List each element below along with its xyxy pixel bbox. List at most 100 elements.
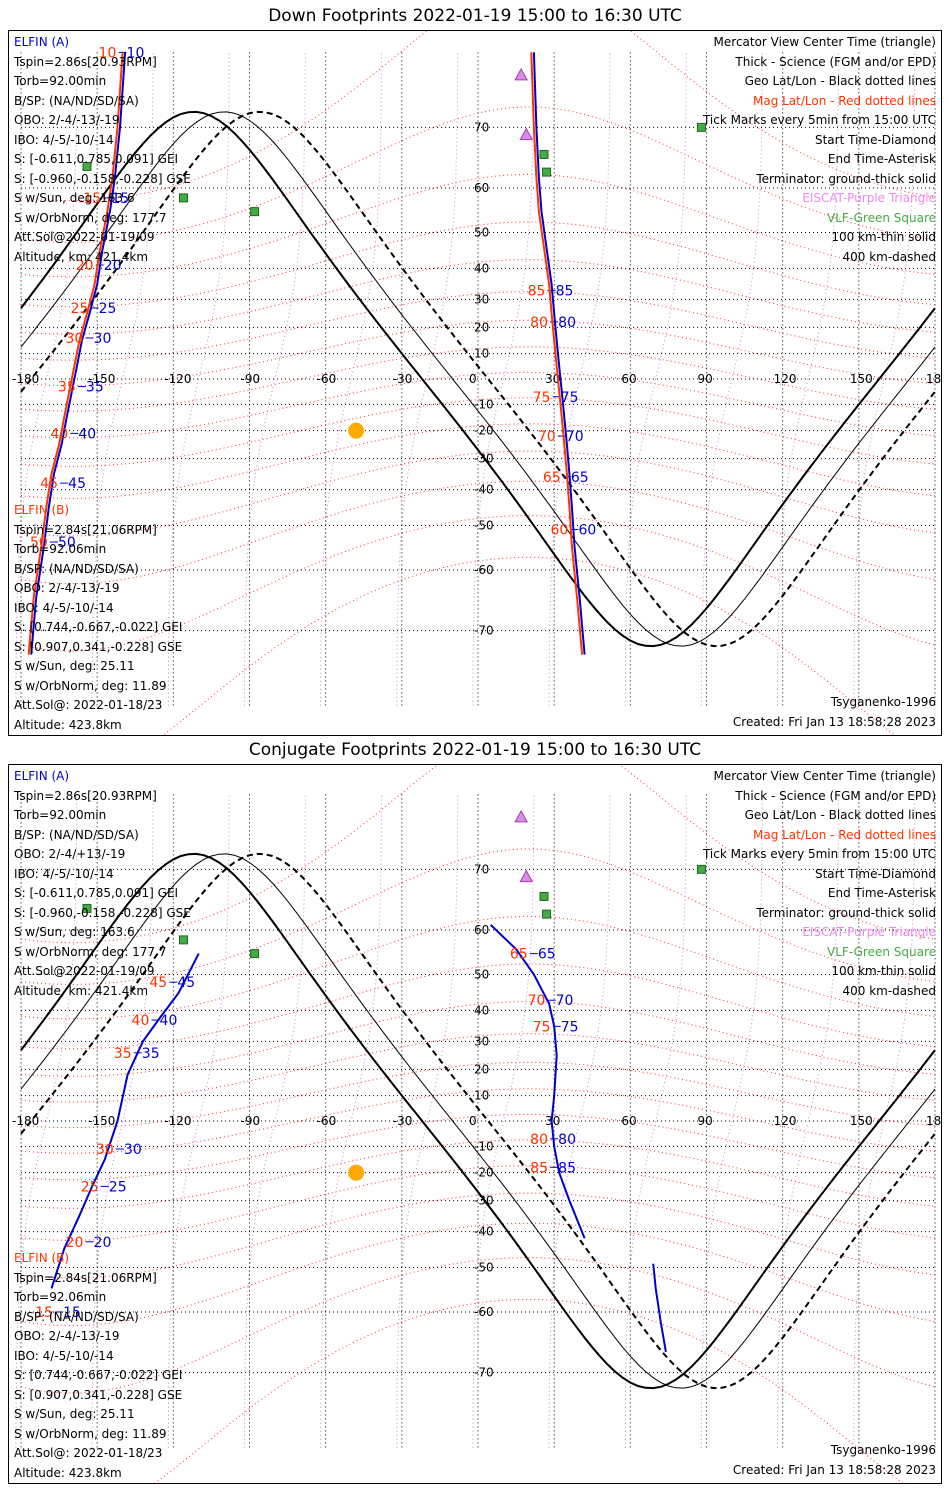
eiscat-triangle <box>514 67 529 81</box>
legend-line: VLF-Green Square <box>827 944 936 959</box>
mag-lon-line <box>320 794 382 1448</box>
tick-label-a: 30 <box>124 1142 142 1158</box>
legend-line: Mag Lat/Lon - Red dotted lines <box>752 827 936 842</box>
lat-tick-label: 40 <box>474 261 489 275</box>
lon-tick-label: 0 <box>469 372 477 386</box>
lat-tick-label: -60 <box>474 1305 494 1319</box>
lat-tick-label: -50 <box>474 519 494 533</box>
legend-line: Start Time-Diamond <box>814 132 936 147</box>
lon-tick-label: 0 <box>469 1114 477 1128</box>
info-line: Altitude, km: 421.4km <box>14 983 149 998</box>
mag-lat-line <box>20 397 936 467</box>
mag-lat-line <box>20 319 936 387</box>
legend-line: Geo Lat/Lon - Black dotted lines <box>744 74 936 88</box>
info-line: S w/OrbNorm, deg: 11.89 <box>14 1426 167 1441</box>
info-line: OBO: 2/-4/+13/-19 <box>14 847 126 861</box>
lat-tick-label: -40 <box>474 1225 494 1239</box>
legend-line: EISCAT-Purple Triangle <box>802 925 936 939</box>
lon-tick-label: -90 <box>241 1114 261 1128</box>
lon-tick-label: 150 <box>850 372 873 386</box>
mag-lon-line <box>15 794 78 1448</box>
lat-tick-label: 50 <box>474 967 489 981</box>
mag-lat-line <box>20 963 936 1050</box>
mag-lat-line <box>20 1001 936 1077</box>
track-1 <box>490 924 586 1239</box>
legend: Mercator View Center Time (triangle) Thi… <box>703 33 936 267</box>
mag-lat-line <box>20 1113 936 1181</box>
legend-line: End Time-Asterisk <box>827 152 936 166</box>
info-line: Att.Sol@2022-01-19/09 <box>14 230 155 244</box>
lat-tick-label: 50 <box>474 225 489 239</box>
tick-label-b: 45 <box>149 975 167 991</box>
mag-lat-line <box>20 31 936 202</box>
mag-lat-line <box>20 765 936 944</box>
mag-lon-line <box>853 52 916 706</box>
legend-line: 100 km-thin solid <box>831 964 936 978</box>
info-line: S: [0.744,-0.667,-0.022] GEI <box>14 620 183 634</box>
lat-tick-label: -70 <box>474 1366 494 1380</box>
lat-tick-label: 70 <box>474 120 489 134</box>
info-line: OBO: 2/-4/-13/-19 <box>14 581 120 595</box>
legend-line: Thick - Science (FGM and/or EPD) <box>735 54 936 69</box>
legend-line: EISCAT-Purple Triangle <box>802 191 936 205</box>
elfin-a-info: ELFIN (A) Tspin=2.86s[20.93RPM] Torb=92.… <box>14 33 191 267</box>
mag-lat-line <box>20 346 936 412</box>
info-line: S w/Sun, deg: 163.6 <box>14 925 135 939</box>
lat-tick-label: -10 <box>474 397 494 411</box>
vlf-square <box>82 903 92 913</box>
legend-line: Mercator View Center Time (triangle) <box>713 35 936 49</box>
info-line: Att.Sol@: 2022-01-18/23 <box>14 1446 163 1460</box>
vlf-square <box>250 207 260 217</box>
lat-tick-label: -70 <box>474 624 494 638</box>
info-line: B/SP: (NA/ND/SD/SA) <box>14 93 139 108</box>
tick-label-a: 85 <box>556 283 574 299</box>
tick-label-a: 60 <box>578 523 596 539</box>
tick-label-b: 10 <box>99 45 117 61</box>
lat-tick-label: 10 <box>474 1089 489 1103</box>
mag-lon-line <box>396 794 459 1448</box>
sun-icon <box>348 422 365 439</box>
mag-lat-line <box>20 221 936 308</box>
mag-lon-line <box>320 52 382 706</box>
info-line: S w/Sun, deg: 25.11 <box>14 1407 135 1421</box>
lon-tick-label: -60 <box>317 372 337 386</box>
info-line: S: [0.907,0.341,-0.228] GSE <box>14 639 183 654</box>
mag-lon-line <box>624 52 687 706</box>
info-line: S: [-0.960,-0.158,-0.228] GSE <box>14 171 191 186</box>
tick-label-b: 35 <box>114 1046 132 1062</box>
tick-label-b: 25 <box>71 301 89 317</box>
legend-line: Terminator: ground-thick solid <box>756 171 936 186</box>
info-line: Altitude: 423.8km <box>14 717 122 732</box>
info-line: Torb=92.06min <box>14 1290 107 1304</box>
panel-conjugate: 70 60 50 40 30 20 10 -10 -20 -30 -40 -50 -60 -70 -180 -… <box>8 764 942 1484</box>
lon-tick-label: 90 <box>698 372 713 386</box>
vlf-square <box>178 193 188 203</box>
tick-label-b: 85 <box>530 1160 548 1176</box>
tick-label-b: 35 <box>58 380 76 396</box>
mag-lon-line <box>243 52 306 706</box>
info-line: Tspin=2.86s[20.93RPM] <box>14 54 157 69</box>
tick-label-b: 80 <box>530 315 548 331</box>
info-line: B/SP: (NA/ND/SD/SA) <box>14 561 139 576</box>
elfin-b-info: ELFIN (B) Tspin=2.84s[21.06RPM] Torb=92.… <box>14 1249 182 1483</box>
tick-label-a: 50 <box>58 535 76 551</box>
info-line: OBO: 2/-4/-13/-19 <box>14 1329 120 1343</box>
lon-tick-label: -180 <box>12 1114 39 1128</box>
lon-tick-label: 90 <box>698 1114 713 1128</box>
created-label: Created: Fri Jan 13 18:58:28 2023 <box>732 1463 936 1477</box>
info-line: Tspin=2.84s[21.06RPM] <box>14 1270 157 1285</box>
tick-label-a: 25 <box>109 1179 127 1195</box>
eiscat-triangle <box>519 869 534 883</box>
tick-label-b: 65 <box>510 947 528 963</box>
mag-lat-line <box>162 556 896 735</box>
tick-label-b: 40 <box>132 1013 150 1029</box>
terminator-400km <box>20 110 936 648</box>
mag-lon-line <box>396 52 459 706</box>
tick-label-a: 70 <box>566 429 584 445</box>
info-line: Tspin=2.86s[20.93RPM] <box>14 788 157 803</box>
legend-line: Start Time-Diamond <box>814 866 936 881</box>
tick-label-b: 70 <box>528 993 546 1009</box>
lon-tick-label: 60 <box>621 372 636 386</box>
tick-label-a: 35 <box>142 1046 160 1062</box>
mag-lat-line <box>154 1298 904 1483</box>
